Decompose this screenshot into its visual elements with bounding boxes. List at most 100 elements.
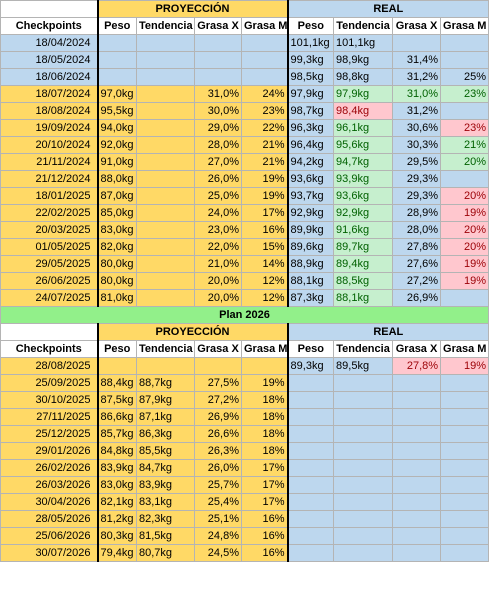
value-cell: 93,9kg bbox=[333, 170, 394, 188]
value-cell: 88,9kg bbox=[287, 255, 335, 273]
value-cell: 96,4kg bbox=[287, 136, 335, 154]
checkpoint: 21/11/2024 bbox=[0, 153, 99, 171]
empty-cell bbox=[194, 34, 242, 52]
value-cell: 22,0% bbox=[194, 238, 242, 256]
value-cell: 30,3% bbox=[392, 136, 442, 154]
value-cell: 17% bbox=[240, 204, 289, 222]
empty-cell bbox=[392, 493, 442, 511]
group-header: REAL bbox=[287, 0, 490, 18]
value-cell: 98,9kg bbox=[333, 51, 394, 69]
value-cell: 87,0kg bbox=[97, 187, 137, 205]
column-header: Checkpoints bbox=[0, 17, 99, 35]
value-cell: 97,0kg bbox=[97, 85, 137, 103]
value-cell: 14% bbox=[240, 255, 289, 273]
value-cell: 98,8kg bbox=[333, 68, 394, 86]
empty-cell bbox=[392, 34, 442, 52]
value-cell: 88,1kg bbox=[333, 289, 394, 307]
checkpoint: 20/10/2024 bbox=[0, 136, 99, 154]
value-cell: 83,1kg bbox=[136, 493, 195, 511]
empty-cell bbox=[136, 170, 195, 188]
value-cell: 20% bbox=[440, 153, 490, 171]
value-cell: 27,2% bbox=[392, 272, 442, 290]
empty-cell bbox=[287, 408, 335, 426]
value-cell: 93,6kg bbox=[287, 170, 335, 188]
checkpoint: 30/07/2026 bbox=[0, 544, 99, 562]
empty-cell bbox=[136, 51, 195, 69]
empty-cell bbox=[440, 289, 490, 307]
empty-cell bbox=[97, 68, 137, 86]
value-cell: 15% bbox=[240, 238, 289, 256]
column-header: Grasa M bbox=[240, 17, 289, 35]
empty-cell bbox=[333, 527, 394, 545]
data-row: 29/05/2025 80,0kg 21,0% 14% 88,9kg 89,4kg 27,6… bbox=[0, 255, 490, 273]
checkpoint: 01/05/2025 bbox=[0, 238, 99, 256]
value-cell: 25,7% bbox=[194, 476, 242, 494]
column-header: Peso bbox=[287, 17, 335, 35]
empty-cell bbox=[136, 204, 195, 222]
value-cell: 16% bbox=[240, 510, 289, 528]
value-cell: 23,0% bbox=[194, 221, 242, 239]
column-header: Grasa X bbox=[194, 17, 242, 35]
empty-cell bbox=[287, 527, 335, 545]
empty-cell bbox=[440, 476, 490, 494]
checkpoint: 26/06/2025 bbox=[0, 272, 99, 290]
value-cell: 87,9kg bbox=[136, 391, 195, 409]
empty-cell bbox=[240, 357, 289, 375]
value-cell: 19% bbox=[440, 272, 490, 290]
value-cell: 83,9kg bbox=[97, 459, 137, 477]
value-cell: 94,0kg bbox=[97, 119, 137, 137]
value-cell: 22% bbox=[240, 119, 289, 137]
value-cell: 84,7kg bbox=[136, 459, 195, 477]
value-cell: 26,9% bbox=[194, 408, 242, 426]
group-header-row: PROYECCIÓN REAL bbox=[0, 0, 490, 18]
data-row: 01/05/2025 82,0kg 22,0% 15% 89,6kg 89,7kg 27,8… bbox=[0, 238, 490, 256]
value-cell: 89,6kg bbox=[287, 238, 335, 256]
empty-cell bbox=[287, 459, 335, 477]
value-cell: 92,0kg bbox=[97, 136, 137, 154]
empty-cell bbox=[440, 544, 490, 562]
empty-cell bbox=[440, 391, 490, 409]
value-cell: 81,2kg bbox=[97, 510, 137, 528]
value-cell: 27,2% bbox=[194, 391, 242, 409]
value-cell: 27,8% bbox=[392, 357, 442, 375]
data-row: 20/03/2025 83,0kg 23,0% 16% 89,9kg 91,6kg 28,0… bbox=[0, 221, 490, 239]
group-header: PROYECCIÓN bbox=[96, 0, 289, 18]
data-row: 30/04/2026 82,1kg 83,1kg 25,4% 17% bbox=[0, 493, 490, 511]
checkpoint: 27/11/2025 bbox=[0, 408, 99, 426]
value-cell: 21% bbox=[240, 136, 289, 154]
empty-cell bbox=[333, 544, 394, 562]
blank-cell bbox=[0, 0, 99, 18]
empty-cell bbox=[440, 527, 490, 545]
column-header: Tendencia bbox=[333, 17, 394, 35]
empty-cell bbox=[440, 102, 490, 120]
value-cell: 89,7kg bbox=[333, 238, 394, 256]
checkpoint: 22/02/2025 bbox=[0, 204, 99, 222]
empty-cell bbox=[136, 221, 195, 239]
value-cell: 28,9% bbox=[392, 204, 442, 222]
value-cell: 26,0% bbox=[194, 459, 242, 477]
checkpoint: 25/12/2025 bbox=[0, 425, 99, 443]
group-header-row: PROYECCIÓN REAL bbox=[0, 323, 490, 341]
value-cell: 27,8% bbox=[392, 238, 442, 256]
empty-cell bbox=[136, 153, 195, 171]
column-header: Peso bbox=[97, 17, 137, 35]
empty-cell bbox=[392, 476, 442, 494]
column-header: Tendencia bbox=[333, 340, 394, 358]
column-header: Grasa X bbox=[392, 340, 442, 358]
plan-title: Plan 2026 bbox=[0, 306, 490, 324]
empty-cell bbox=[136, 289, 195, 307]
value-cell: 96,3kg bbox=[287, 119, 335, 137]
data-row: 18/05/2024 99,3kg 98,9kg 31,4% bbox=[0, 51, 490, 69]
empty-cell bbox=[440, 374, 490, 392]
checkpoint: 18/07/2024 bbox=[0, 85, 99, 103]
value-cell: 18% bbox=[240, 408, 289, 426]
value-cell: 29,0% bbox=[194, 119, 242, 137]
empty-cell bbox=[333, 408, 394, 426]
value-cell: 24% bbox=[240, 85, 289, 103]
checkpoint: 18/05/2024 bbox=[0, 51, 99, 69]
value-cell: 31,2% bbox=[392, 68, 442, 86]
column-header: Tendencia bbox=[136, 340, 195, 358]
empty-cell bbox=[287, 391, 335, 409]
empty-cell bbox=[440, 425, 490, 443]
empty-cell bbox=[392, 374, 442, 392]
